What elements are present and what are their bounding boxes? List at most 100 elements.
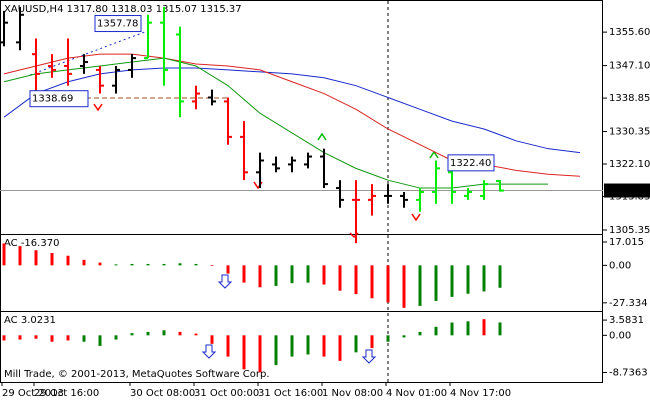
- histogram-bar: [18, 246, 22, 266]
- histogram-bar: [130, 333, 134, 336]
- histogram-bar: [18, 335, 22, 340]
- signal-arrow: [201, 274, 377, 364]
- y-tick-label: 17.015: [609, 237, 644, 248]
- histogram-bar: [386, 265, 390, 303]
- histogram-bar: [274, 265, 278, 286]
- histogram-bar: [306, 335, 310, 355]
- y-tick-label: 1322.10: [609, 159, 650, 170]
- moving-average: [3, 57, 548, 189]
- x-tick-label: 31 Oct 00:00: [194, 388, 259, 399]
- x-tick-label: 31 Oct 16:00: [258, 388, 323, 399]
- price-label: 1338.69: [32, 94, 73, 105]
- y-tick-label: 1355.60: [609, 27, 650, 38]
- y-tick-label: 1338.85: [609, 93, 650, 104]
- histogram-bar: [322, 335, 326, 357]
- histogram-bar: [146, 331, 150, 336]
- last-price-box: [604, 183, 650, 198]
- y-tick-label: 0.00: [609, 330, 631, 341]
- histogram-bar: [434, 326, 438, 336]
- histogram-bar: [114, 335, 118, 340]
- indicator-title: AC -16.370: [4, 238, 59, 249]
- histogram-bar: [66, 255, 70, 266]
- x-tick-label: 29 Oct 2013: [2, 388, 64, 399]
- histogram-bar: [498, 265, 502, 288]
- histogram-bar: [338, 335, 342, 361]
- histogram-bar: [450, 265, 454, 297]
- price-label: 1357.78: [97, 19, 138, 30]
- y-tick-label: 1347.10: [609, 61, 650, 72]
- x-tick-label: 30 Oct 08:00: [130, 388, 195, 399]
- x-tick-label: 4 Nov 01:00: [386, 388, 447, 399]
- plot-frame: [0, 0, 603, 383]
- chart-header: XAUUSD,H4 1317.80 1318.03 1315.07 1315.3…: [4, 4, 242, 15]
- histogram-bar: [50, 335, 54, 342]
- trend-line: [29, 29, 151, 76]
- histogram-bar: [274, 335, 278, 366]
- histogram-bar: [162, 263, 166, 266]
- histogram-bar: [482, 319, 486, 336]
- histogram-bar: [258, 335, 262, 373]
- histogram-bar: [2, 335, 6, 341]
- x-tick-label: 4 Nov 17:00: [450, 388, 511, 399]
- histogram-bar: [258, 265, 262, 288]
- histogram-bar: [162, 330, 166, 336]
- histogram-bar: [50, 253, 54, 266]
- y-tick-label: -8.7363: [609, 367, 648, 378]
- histogram-bar: [386, 335, 390, 342]
- histogram-bar: [2, 243, 6, 266]
- histogram-bar: [482, 265, 486, 292]
- histogram-bar: [242, 265, 246, 283]
- histogram-bar: [114, 264, 118, 266]
- y-tick-label: -27.334: [609, 298, 648, 309]
- histogram-bar: [178, 331, 182, 336]
- y-tick-label: 0.00: [609, 260, 631, 271]
- histogram-bar: [290, 265, 294, 284]
- histogram-bar: [34, 335, 38, 339]
- price-label-box: [447, 154, 495, 172]
- last-price-label: 1315.37: [609, 186, 650, 197]
- histogram-bar: [290, 335, 294, 357]
- histogram-bar: [178, 263, 182, 266]
- price-label: 1322.40: [450, 158, 491, 169]
- histogram-bar: [418, 331, 422, 336]
- histogram-bar: [98, 262, 102, 266]
- histogram-bar: [226, 335, 230, 357]
- histogram-bar: [354, 335, 358, 353]
- copyright: Mill Trade, © 2001-2013, MetaQuotes Soft…: [4, 369, 270, 380]
- y-tick-label: 1330.35: [609, 127, 650, 138]
- histogram-bar: [146, 263, 150, 266]
- histogram-bar: [226, 265, 230, 274]
- histogram-bar: [402, 265, 406, 308]
- histogram-bar: [466, 265, 470, 294]
- histogram-bar: [450, 322, 454, 336]
- histogram-bar: [466, 321, 470, 336]
- histogram-bar: [242, 335, 246, 370]
- header-value: 1317.80: [67, 4, 108, 15]
- y-tick-label: 3.5831: [609, 315, 644, 326]
- histogram-bar: [82, 259, 86, 266]
- x-tick-label: 1 Nov 08:00: [322, 388, 383, 399]
- histogram-bar: [306, 265, 310, 283]
- histogram-bar: [370, 335, 374, 349]
- price-label-box: [94, 15, 142, 33]
- price-label-box: [29, 90, 89, 108]
- y-tick-label: 1305.35: [609, 225, 650, 236]
- histogram-bar: [402, 335, 406, 338]
- histogram-bar: [98, 335, 102, 346]
- histogram-bar: [370, 265, 374, 299]
- header-value: 1315.37: [200, 4, 241, 15]
- histogram-bar: [338, 265, 342, 291]
- indicator-title: AC 3.0231: [4, 315, 56, 326]
- histogram-bar: [210, 335, 214, 344]
- histogram-bar: [498, 322, 502, 336]
- symbol: XAUUSD,H4: [4, 4, 63, 15]
- histogram-bar: [322, 265, 326, 285]
- histogram-bar: [66, 335, 70, 341]
- histogram-bar: [210, 265, 214, 267]
- header-value: 1318.03: [111, 4, 152, 15]
- x-tick-label: 29 Oct 16:00: [34, 388, 99, 399]
- histogram-bar: [354, 265, 358, 295]
- histogram-bar: [34, 250, 38, 266]
- histogram-bar: [130, 263, 134, 266]
